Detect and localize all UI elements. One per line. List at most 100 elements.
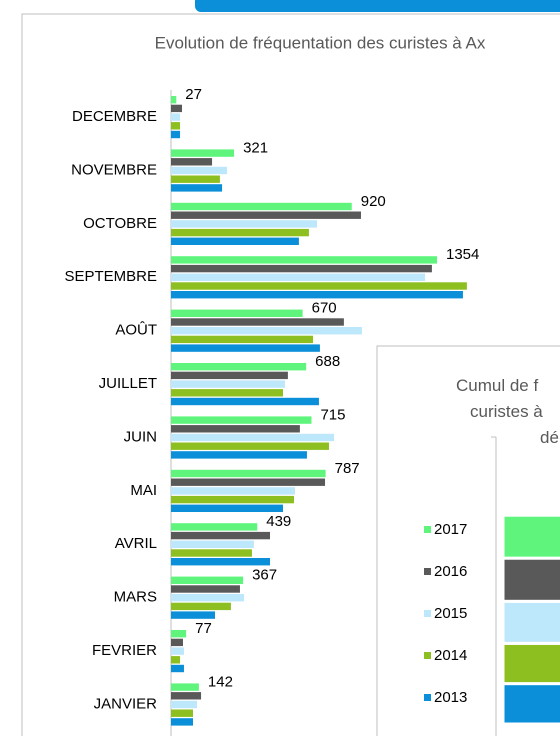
stack-segment [501,641,560,686]
bar [171,700,197,709]
stack-segment [501,599,560,645]
bar [171,327,362,335]
bar [171,158,213,166]
chart-title: Evolution de fréquentation des curistes … [155,33,486,52]
bar [171,638,183,647]
bar [171,202,352,211]
bar [171,487,295,495]
legend-swatch [424,610,431,617]
category-label: SEPTEMBRE [64,268,157,285]
legend-label: 2015 [434,605,467,622]
bar [171,149,235,157]
bar [171,531,271,540]
category-label: JUIN [124,428,157,445]
category-label: OCTOBRE [83,215,157,232]
stack-segment [501,682,560,726]
data-label: 787 [335,460,360,477]
bar [171,397,319,406]
bar [171,389,283,397]
category-label: AOÛT [115,322,157,339]
bar [171,96,177,104]
category-label: AVRIL [115,535,157,552]
legend-swatch [424,568,431,575]
bar [171,318,344,326]
legend-label: 2014 [434,647,467,664]
category-label: NOVEMBRE [71,161,157,178]
bar [171,344,320,352]
legend-label: 2016 [434,563,467,580]
bar [171,656,181,664]
bar [171,594,245,602]
main-plot: DECEMBRE 27 NOVEMBRE 321 OCTOBRE 920 SEPTEMBRE… [64,86,479,726]
bar [171,576,244,584]
data-label: 321 [243,139,268,156]
bar [171,175,220,183]
data-label: 670 [312,300,337,317]
legend-label: 2017 [434,521,467,538]
bar [171,630,187,638]
top-bar [195,0,560,12]
category-label: FEVRIER [92,642,157,659]
bar [171,647,184,655]
data-label: 142 [208,673,233,690]
bar [171,433,335,442]
category-label: JANVIER [94,695,158,712]
inset-title: Cumul de f curistes à dé [456,376,559,447]
data-label: 367 [252,567,277,584]
bar [171,585,240,593]
bar [171,371,288,380]
data-label: 715 [320,406,345,423]
bar [171,523,258,531]
bar [171,380,285,388]
bar [171,558,271,566]
bar [171,683,199,691]
bar [171,113,181,121]
bar [171,469,326,478]
bar [171,416,312,424]
category-label: MAI [130,482,157,499]
bar [171,291,463,299]
data-label: 27 [185,86,202,103]
category-label: MARS [114,589,157,606]
data-label: 920 [361,193,386,210]
inset-title-line: curistes à [470,402,543,421]
bar [171,282,467,290]
bar [171,237,299,245]
bar [171,478,326,486]
bar [171,442,329,450]
data-label: 77 [195,620,212,637]
bar [171,166,227,175]
data-label: 439 [266,513,291,530]
bar [171,495,294,504]
bar [171,335,314,344]
legend-swatch [424,652,431,659]
bar [171,211,361,219]
bar [171,504,283,512]
bar [171,264,432,273]
bar [171,363,307,371]
bar [171,451,307,459]
bar [171,184,223,192]
bar [171,664,184,673]
bar [171,540,254,548]
data-label: 688 [315,353,340,370]
bar [171,549,252,557]
legend-swatch [424,526,431,533]
bar [171,425,300,433]
bar [171,104,183,113]
stack-segment [501,513,560,560]
stack-segment [501,556,560,603]
inset-title-line: Cumul de f [456,376,538,395]
legend-swatch [424,694,431,701]
bar [171,273,426,281]
bar [171,309,303,317]
inset-title-line: dé [540,428,559,447]
data-label: 1354 [446,246,479,263]
inset-plot: Cumul de f curistes à dé 2017 2016 2015 2014 20… [424,376,560,726]
category-label: JUILLET [99,375,157,392]
bar [171,130,181,139]
bar [171,122,181,130]
bar [171,602,231,611]
